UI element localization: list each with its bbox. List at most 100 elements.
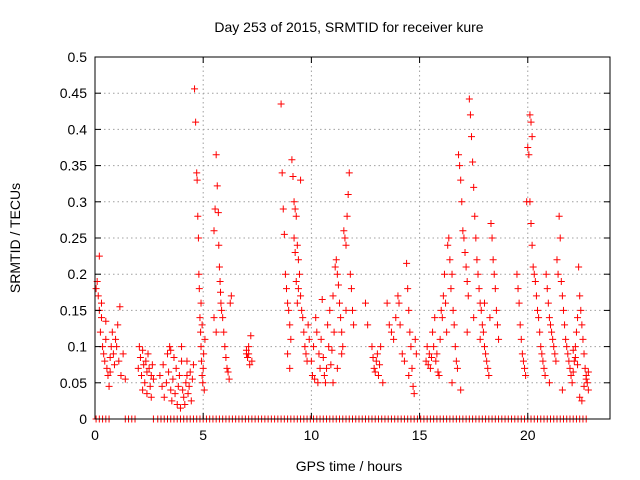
y-tick-label: 0.5 [68,49,88,65]
data-point [422,357,430,365]
data-point [329,292,337,300]
data-point [304,321,312,329]
data-point [121,375,129,383]
x-tick-label: 5 [199,427,207,443]
data-point [104,372,112,380]
data-point [314,379,322,387]
data-point [288,156,296,164]
data-point [195,270,203,278]
data-point [312,314,320,322]
data-point [302,350,310,358]
data-point [299,314,307,322]
data-point [463,277,471,285]
data-point [297,176,305,184]
data-point [515,299,523,307]
data-point [134,364,142,372]
data-point [526,111,534,119]
data-point [528,133,536,141]
data-point [139,386,147,394]
data-point [102,335,110,343]
data-point [446,256,454,264]
data-point [176,404,184,412]
data-point [191,85,199,93]
data-point [522,372,530,380]
data-point [344,191,352,199]
data-point [141,379,149,387]
data-point [112,335,120,343]
data-point [218,306,226,314]
data-point [553,256,561,264]
data-point [379,379,387,387]
data-point [532,292,540,300]
x-tick-label: 20 [520,427,536,443]
data-point [449,306,457,314]
data-point [245,350,253,358]
data-point [291,248,299,256]
data-point [103,364,111,372]
data-point [465,95,473,103]
data-point [338,350,346,358]
data-point [298,306,306,314]
data-point [139,346,147,354]
data-point [200,350,208,358]
data-point [426,364,434,372]
data-point [144,350,152,358]
data-point [552,357,560,365]
data-point [429,328,437,336]
data-point [545,379,553,387]
data-point [563,343,571,351]
data-point [569,368,577,376]
data-point [561,321,569,329]
data-point [478,321,486,329]
data-point [580,350,588,358]
data-point [580,382,588,390]
data-point [332,256,340,264]
data-point [329,379,337,387]
data-point [294,285,302,293]
data-point [574,361,582,369]
data-point [168,397,176,405]
data-point [321,379,329,387]
data-point [564,350,572,358]
data-point [115,357,123,365]
grid [95,57,610,419]
data-point [347,285,355,293]
data-point [521,364,529,372]
data-point [432,357,440,365]
data-point [173,401,181,409]
data-point [487,220,495,228]
data-point [489,256,497,264]
data-point [537,343,545,351]
data-point [424,361,432,369]
data-point [350,321,358,329]
data-point [95,252,103,260]
data-point [574,314,582,322]
data-point [183,372,191,380]
data-point [188,375,196,383]
data-point [182,379,190,387]
data-point [172,364,180,372]
data-point [199,364,207,372]
data-point [396,321,404,329]
data-point [558,292,566,300]
data-point [438,314,446,322]
data-point [578,321,586,329]
data-point [293,299,301,307]
data-point [245,343,253,351]
data-point [457,176,465,184]
data-point [450,321,458,329]
axis-ticks [94,56,610,420]
data-point [569,346,577,354]
data-point [390,335,398,343]
data-point [475,285,483,293]
data-point [186,368,194,376]
data-point [143,368,151,376]
data-point [197,343,205,351]
data-point [472,234,480,242]
data-point [461,248,469,256]
data-point [283,285,291,293]
data-point [109,350,117,358]
data-point [167,346,175,354]
data-point [101,357,109,365]
